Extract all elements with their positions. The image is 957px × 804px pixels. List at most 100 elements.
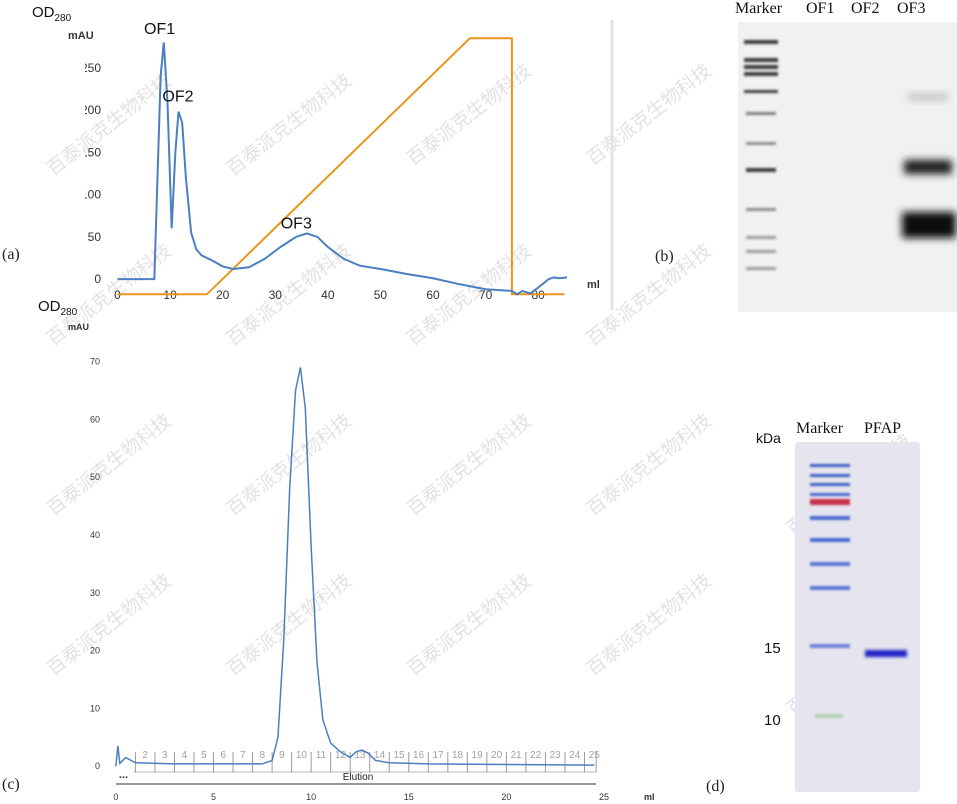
panel-a-uv-trace [117, 42, 568, 296]
panel-a-y-unit: mAU [68, 30, 94, 42]
panel-c-fraction-number: 13 [354, 750, 366, 761]
panel-c-y-tick-label: 50 [90, 472, 100, 482]
panel-a-y-tick-label: 100 [85, 188, 101, 202]
panel-c-fraction-number: 25 [589, 750, 601, 761]
panel-b-label: (b) [655, 248, 674, 265]
marker-band-faint [815, 714, 843, 718]
panel-c-fraction-number: 5 [201, 750, 207, 761]
panel-c-fraction-number: 9 [279, 750, 285, 761]
panel-c-y-tick-label: 30 [90, 588, 100, 598]
panel-c-elution-label: Elution [343, 772, 374, 783]
panel-c-label: (c) [2, 776, 20, 793]
panel-c-fraction-number: 8 [260, 750, 266, 761]
panel-b-lane-marker: Marker [735, 0, 783, 17]
panel-a-peak-label: OF2 [162, 89, 193, 106]
panel-c-y-axis-title: OD280 [38, 298, 78, 318]
panel-c-y-tick-label: 0 [95, 761, 100, 771]
panel-a-x-tick-label: 20 [216, 288, 230, 302]
panel-a-x-tick-label: 70 [479, 288, 493, 302]
panel-c-x-tick-label: 20 [501, 792, 511, 802]
panel-c-fraction-number: 6 [221, 750, 227, 761]
panel-c-fraction-number: 17 [432, 750, 444, 761]
panel-c-fraction-number: 14 [374, 750, 386, 761]
panel-c-fraction-number: 23 [550, 750, 562, 761]
panel-a-y-tick-label: 250 [85, 61, 101, 75]
panel-a-gradient-line [117, 37, 565, 296]
panel-c-uv-trace [115, 367, 595, 767]
panel-c-fraction-number: 12 [335, 750, 347, 761]
panel-a-x-tick-label: 60 [426, 288, 440, 302]
panel-c-fraction-number: 16 [413, 750, 425, 761]
marker-band [744, 58, 778, 62]
marker-band [746, 267, 776, 270]
marker-band-red [810, 499, 850, 505]
marker-band [746, 250, 776, 253]
of3-band-upper [904, 160, 952, 174]
panel-b-western-blot [738, 22, 957, 312]
panel-c-x-tick-label: 10 [306, 792, 316, 802]
marker-band [810, 644, 850, 648]
of3-faint-band [908, 94, 948, 100]
panel-a-x-tick-label: 50 [374, 288, 388, 302]
panel-c-dots: ... [119, 769, 128, 781]
panel-c-y-tick-label: 60 [90, 414, 100, 424]
panel-c-fraction-number: 19 [472, 750, 484, 761]
marker-band [744, 40, 778, 44]
panel-a-y-tick-label: 0 [94, 272, 101, 286]
panel-c-fraction-number: 11 [316, 750, 327, 761]
panel-c-fraction-number: 21 [511, 750, 523, 761]
panel-c-y-tick-label: 10 [90, 703, 100, 713]
panel-a-peak-label: OF1 [144, 21, 175, 38]
panel-c-y-tick-label: 70 [90, 357, 100, 367]
panel-c-fraction-number: 4 [181, 750, 187, 761]
panel-d-sds-page-gel [795, 442, 920, 792]
marker-band [746, 112, 776, 115]
marker-band [746, 236, 776, 239]
marker-band [746, 168, 776, 172]
marker-band [810, 474, 850, 477]
panel-c-y-unit: mAU [68, 322, 90, 332]
panel-c-fraction-number: 2 [142, 750, 148, 761]
marker-band [810, 586, 850, 590]
marker-band [810, 493, 850, 496]
panel-c-fraction-number: 22 [530, 750, 542, 761]
panel-c-fraction-number: 20 [491, 750, 503, 761]
marker-band [744, 65, 778, 69]
panel-c-x-tick-label: 5 [211, 792, 216, 802]
marker-band [810, 538, 850, 542]
panel-d-lane-pfap: PFAP [864, 420, 902, 437]
panel-c-x-tick-label: 15 [404, 792, 414, 802]
panel-c-fraction-number: 10 [296, 750, 308, 761]
marker-band [746, 208, 776, 211]
panel-a-peak-label: OF3 [281, 215, 312, 232]
panel-c-x-tick-label: 0 [113, 792, 118, 802]
marker-band [810, 516, 850, 520]
panel-a-y-axis-title: OD280 [32, 4, 72, 24]
panel-c-fraction-number: 7 [240, 750, 246, 761]
panel-a-x-tick-label: 40 [321, 288, 335, 302]
panel-a-y-tick-label: 150 [85, 145, 101, 159]
panel-a-x-tick-label: 30 [269, 288, 283, 302]
panel-d-marker-15: 15 [764, 640, 781, 657]
marker-band [744, 90, 778, 93]
panel-c-y-tick-label: 20 [90, 646, 100, 656]
panel-d-kda-label: kDa [756, 430, 781, 446]
panel-a-y-tick-label: 50 [88, 230, 102, 244]
panel-c-fraction-number: 15 [393, 750, 405, 761]
panel-b-lane-of3: OF3 [897, 0, 926, 17]
panel-a-x-unit: ml [587, 279, 600, 291]
marker-band [746, 142, 776, 145]
panel-c-fraction-number: 18 [452, 750, 464, 761]
panel-b-lane-of2: OF2 [851, 0, 880, 17]
panel-c-y-tick-label: 40 [90, 530, 100, 540]
marker-band [810, 464, 850, 467]
panel-c-fraction-number: 24 [569, 750, 581, 761]
panel-c-fraction-number: 3 [162, 750, 168, 761]
marker-band [810, 483, 850, 486]
of3-band-lower [902, 212, 956, 238]
panel-d-label: (d) [706, 778, 725, 795]
panel-d-lane-marker: Marker [796, 420, 844, 437]
panel-c-x-unit: ml [644, 792, 655, 802]
